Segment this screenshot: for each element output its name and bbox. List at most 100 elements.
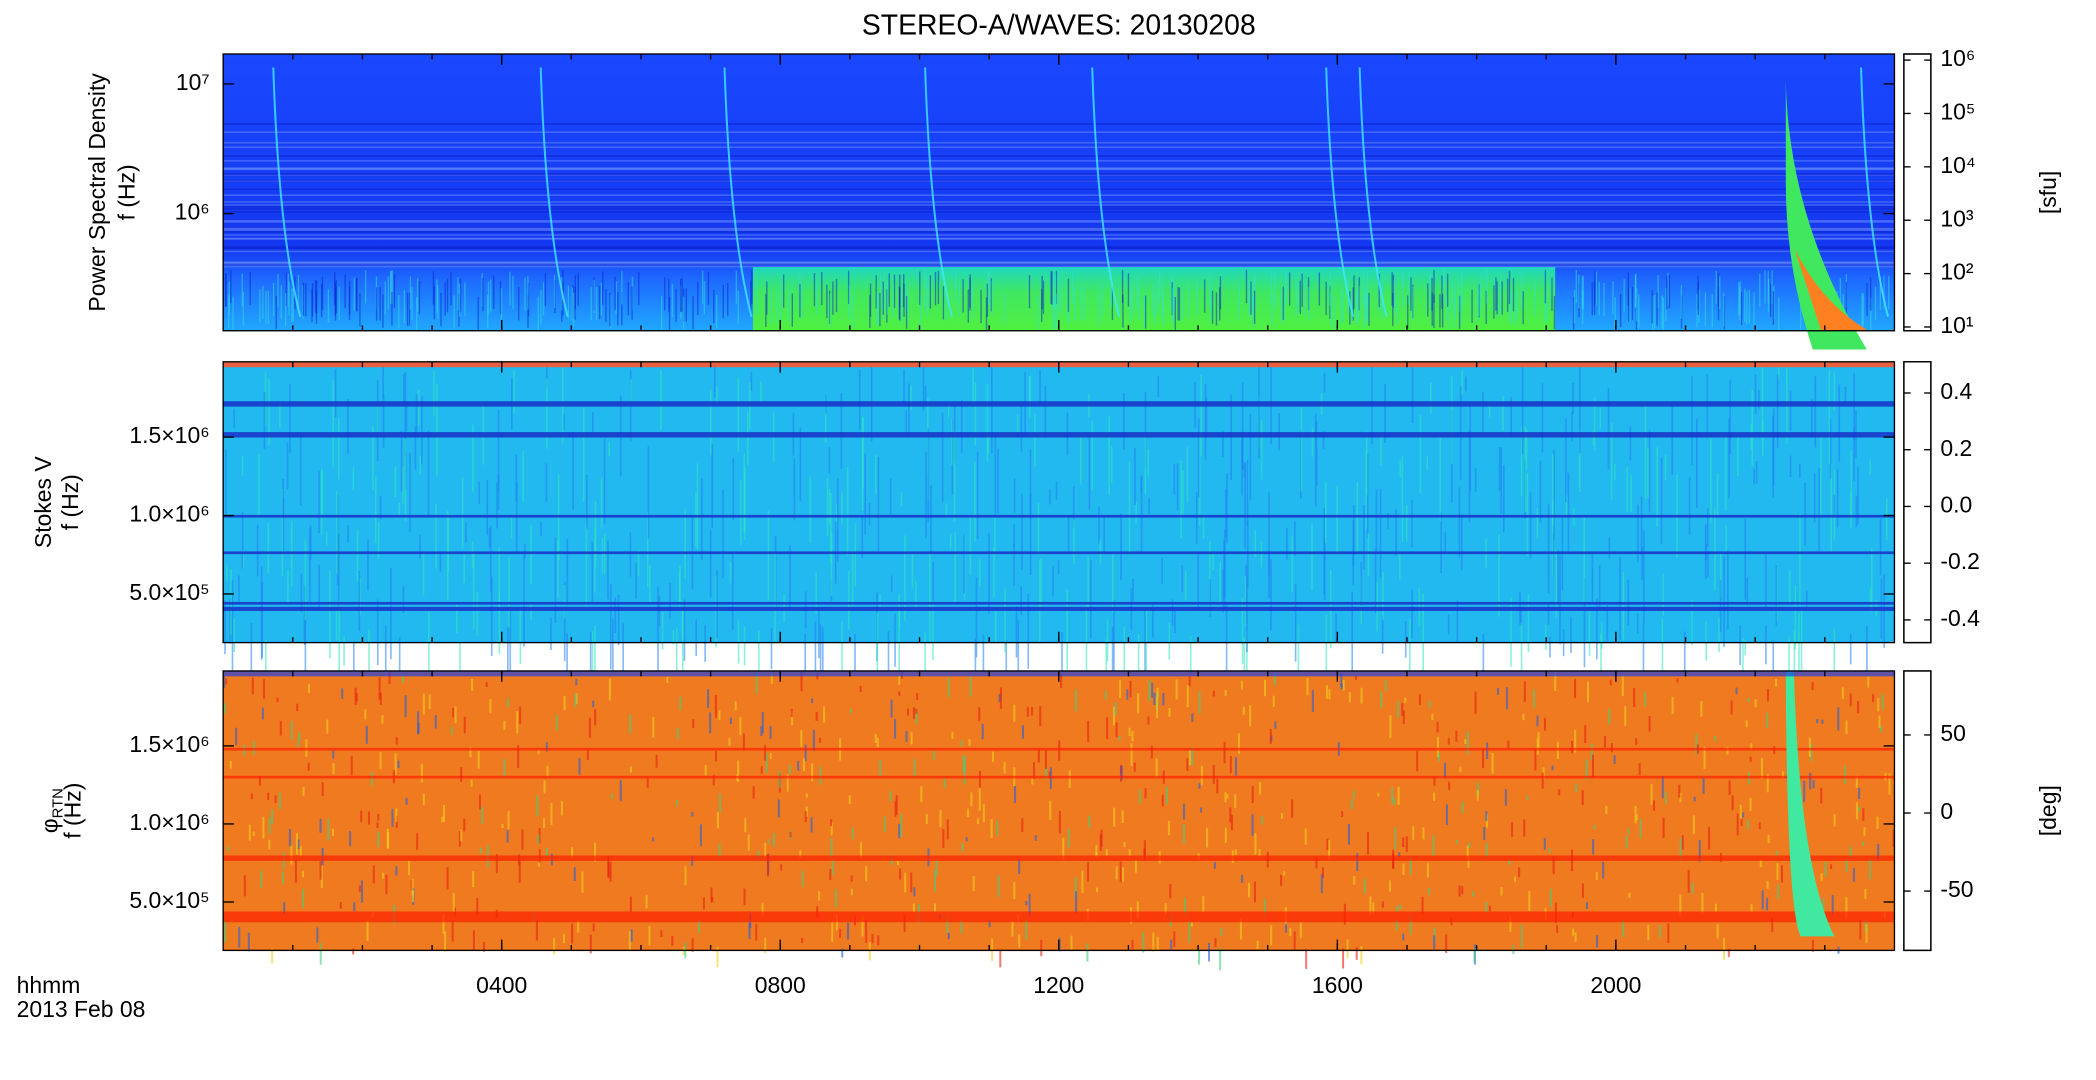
texture bbox=[389, 270, 392, 304]
texture bbox=[889, 478, 892, 516]
texture bbox=[507, 626, 509, 704]
texture bbox=[819, 624, 822, 704]
texture bbox=[1381, 615, 1384, 654]
texture bbox=[1271, 293, 1273, 327]
texture bbox=[1128, 727, 1131, 737]
texture bbox=[1294, 584, 1297, 662]
texture bbox=[372, 865, 375, 884]
texture bbox=[764, 842, 767, 859]
texture bbox=[379, 496, 382, 520]
texture bbox=[609, 861, 612, 882]
texture bbox=[713, 361, 716, 398]
texture bbox=[1280, 290, 1283, 324]
texture bbox=[372, 425, 374, 490]
texture bbox=[1245, 270, 1248, 304]
texture bbox=[831, 922, 834, 942]
texture bbox=[1725, 436, 1727, 511]
texture bbox=[470, 779, 473, 787]
texture bbox=[1609, 679, 1612, 686]
texture bbox=[1156, 697, 1159, 719]
colorbar bbox=[1903, 361, 1932, 644]
texture bbox=[1321, 867, 1324, 879]
texture bbox=[1437, 753, 1440, 762]
texture bbox=[607, 861, 610, 877]
texture bbox=[1634, 805, 1637, 824]
y-axis-label: φRTN bbox=[37, 788, 67, 833]
texture bbox=[1638, 294, 1640, 328]
texture bbox=[847, 570, 850, 630]
texture bbox=[1015, 605, 1018, 658]
texture bbox=[563, 585, 566, 619]
texture bbox=[1260, 815, 1263, 825]
texture bbox=[1409, 914, 1412, 935]
texture bbox=[1456, 839, 1459, 844]
texture bbox=[490, 576, 493, 656]
texture bbox=[1405, 836, 1408, 853]
texture bbox=[1876, 816, 1879, 829]
texture bbox=[593, 279, 595, 314]
texture bbox=[631, 286, 633, 320]
texture bbox=[1186, 684, 1189, 708]
texture bbox=[1866, 283, 1868, 317]
texture bbox=[1198, 783, 1201, 789]
texture bbox=[1661, 618, 1664, 680]
texture bbox=[354, 687, 357, 706]
texture bbox=[436, 279, 438, 313]
texture bbox=[1730, 700, 1733, 715]
texture bbox=[1366, 832, 1369, 855]
texture bbox=[1780, 865, 1783, 883]
texture bbox=[223, 160, 1895, 162]
texture bbox=[1858, 787, 1861, 799]
texture bbox=[394, 466, 397, 498]
texture bbox=[1446, 273, 1449, 307]
texture bbox=[437, 285, 439, 319]
texture bbox=[841, 491, 843, 525]
texture bbox=[1570, 616, 1572, 653]
texture bbox=[1273, 672, 1276, 686]
texture bbox=[512, 275, 514, 309]
texture bbox=[1191, 713, 1194, 723]
y-tick-label: 1.5×10⁶ bbox=[129, 731, 209, 757]
texture bbox=[864, 453, 866, 535]
texture bbox=[683, 599, 686, 662]
texture bbox=[1353, 875, 1356, 885]
texture bbox=[732, 458, 735, 521]
texture bbox=[368, 629, 370, 693]
texture bbox=[912, 707, 915, 719]
texture bbox=[1681, 835, 1684, 850]
texture bbox=[481, 806, 484, 824]
texture bbox=[755, 671, 758, 694]
texture bbox=[1311, 427, 1314, 457]
texture bbox=[1844, 386, 1847, 403]
texture bbox=[680, 278, 682, 313]
texture bbox=[1862, 841, 1865, 846]
texture bbox=[1325, 614, 1328, 702]
texture bbox=[1280, 875, 1283, 886]
texture bbox=[1409, 856, 1412, 875]
texture bbox=[990, 818, 993, 839]
texture bbox=[1173, 931, 1176, 947]
texture bbox=[382, 294, 384, 328]
texture bbox=[1087, 861, 1090, 882]
texture bbox=[251, 677, 254, 695]
texture bbox=[223, 230, 1895, 233]
texture bbox=[390, 271, 393, 305]
texture bbox=[1584, 725, 1587, 743]
texture bbox=[223, 211, 1895, 213]
texture bbox=[804, 633, 806, 703]
texture bbox=[714, 694, 717, 718]
texture bbox=[907, 708, 910, 716]
texture bbox=[1196, 281, 1198, 315]
texture bbox=[223, 702, 226, 714]
texture bbox=[1028, 275, 1031, 309]
texture bbox=[924, 275, 926, 309]
texture bbox=[524, 277, 526, 311]
texture bbox=[1411, 365, 1414, 424]
texture bbox=[367, 539, 369, 591]
texture bbox=[348, 286, 351, 320]
texture bbox=[621, 291, 623, 326]
texture bbox=[1578, 428, 1581, 493]
texture bbox=[1775, 678, 1778, 687]
texture bbox=[790, 708, 793, 718]
